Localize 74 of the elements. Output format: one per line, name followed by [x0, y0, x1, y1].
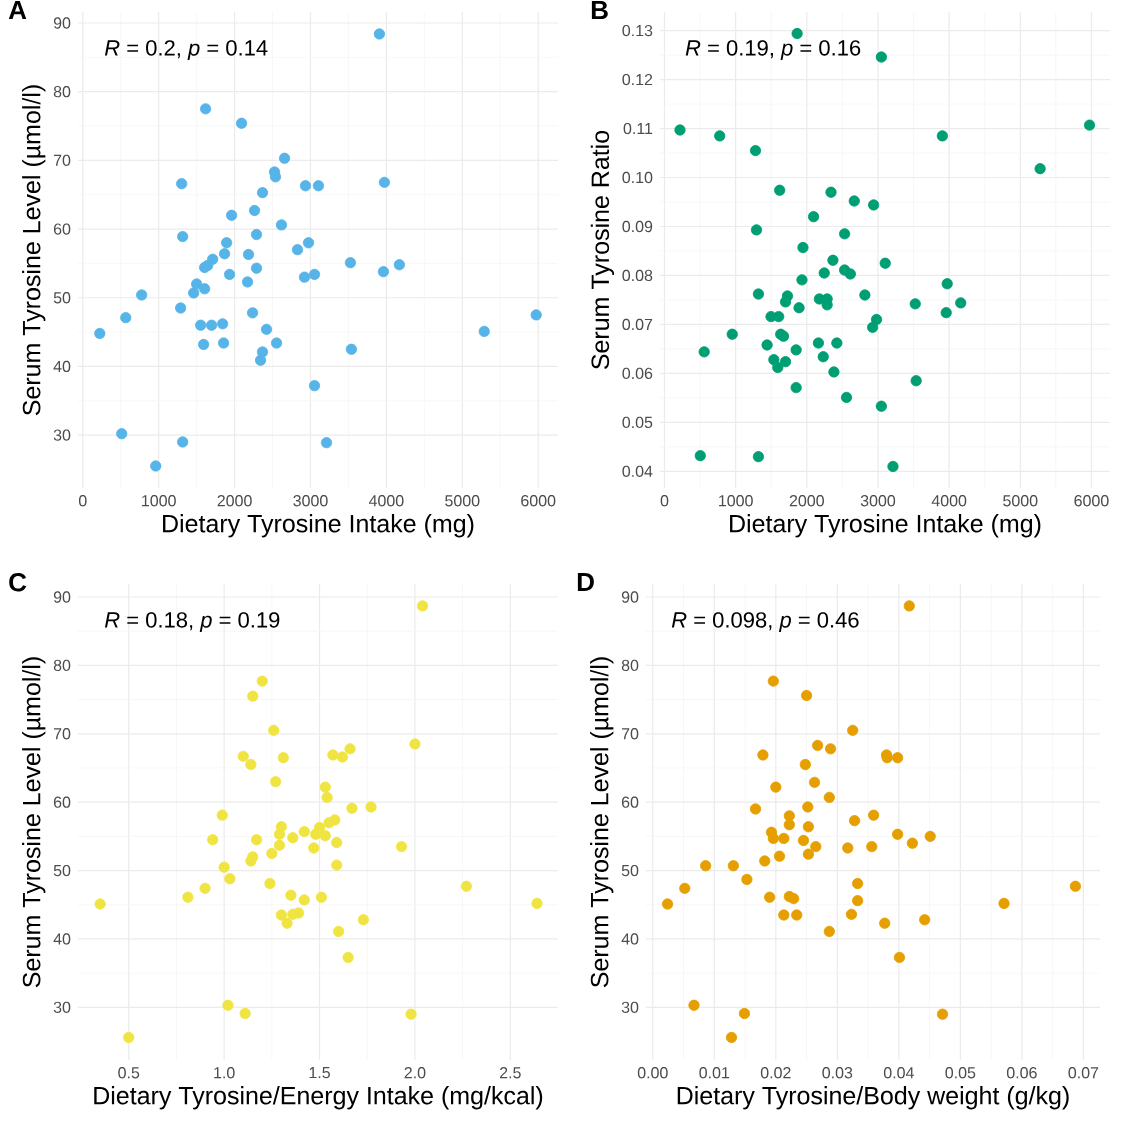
chart-title: C — [9, 573, 27, 592]
x-tick-label: 0.07 — [1068, 1067, 1099, 1079]
y-tick-label: 60 — [53, 223, 71, 235]
x-tick-label: 6000 — [1074, 495, 1109, 507]
y-tick-label: 50 — [621, 864, 639, 877]
y-tick-label: 70 — [53, 728, 71, 740]
chart-title: B — [591, 1, 608, 19]
x-tick-label: 0.04 — [883, 1067, 914, 1079]
y-tick-label: 60 — [621, 796, 639, 808]
x-tick-label: 0.06 — [1006, 1067, 1037, 1079]
x-tick-label: 1000 — [719, 495, 753, 507]
annotation: R = 0.18, p = 0.19 — [104, 612, 280, 633]
x-tick-label: 1000 — [142, 495, 176, 507]
y-axis-title: Serum Tyrosine Level (µmol/l) — [590, 657, 614, 988]
x-tick-label: 0.00 — [637, 1067, 668, 1079]
y-tick-label: 40 — [621, 933, 639, 945]
x-tick-label: 0.02 — [760, 1067, 791, 1079]
x-tick-label: 1.5 — [309, 1067, 330, 1079]
y-tick-label: 0.04 — [622, 465, 653, 478]
y-tick-label: 30 — [621, 1001, 639, 1013]
y-tick-label: 90 — [53, 17, 71, 29]
y-tick-label: 80 — [53, 659, 71, 672]
x-tick-label: 5000 — [445, 495, 480, 507]
x-tick-label: 2000 — [789, 495, 824, 507]
annotation: R = 0.19, p = 0.16 — [685, 40, 861, 61]
x-tick-label: 0.5 — [118, 1067, 140, 1079]
y-tick-label: 50 — [53, 864, 71, 877]
x-tick-label: 2000 — [217, 495, 252, 507]
y-tick-label: 0.05 — [622, 416, 653, 429]
x-tick-label: 6000 — [521, 495, 556, 507]
y-tick-label: 90 — [53, 591, 71, 603]
y-tick-label: 40 — [53, 360, 71, 373]
y-axis-title: Serum Tyrosine Level (µmol/l) — [22, 657, 46, 988]
chart-title: A — [8, 1, 27, 19]
x-axis-title: Dietary Tyrosine Intake (mg) — [163, 514, 474, 538]
x-tick-label: 0.03 — [822, 1067, 853, 1079]
y-tick-label: 50 — [53, 292, 71, 304]
y-tick-label: 30 — [53, 1001, 71, 1013]
x-axis-title: Dietary Tyrosine/Body weight (g/kg) — [677, 1086, 1069, 1110]
x-tick-label: 5000 — [1003, 495, 1038, 507]
x-axis-title: Dietary Tyrosine/Energy Intake (mg/kcal) — [94, 1086, 543, 1110]
x-tick-label: 0.05 — [945, 1067, 976, 1079]
y-tick-label: 0.13 — [622, 24, 653, 37]
y-axis-title: Serum Tyrosine Ratio — [590, 130, 615, 370]
x-tick-label: 3000 — [293, 495, 328, 507]
x-tick-label: 1.0 — [214, 1067, 235, 1079]
y-tick-label: 30 — [53, 429, 71, 441]
x-tick-label: 0 — [660, 495, 669, 507]
chart-title: D — [577, 573, 594, 591]
x-tick-label: 2.5 — [500, 1067, 521, 1079]
x-tick-label: 4000 — [931, 495, 967, 507]
y-tick-label: 0.12 — [622, 73, 653, 86]
y-tick-label: 70 — [53, 154, 71, 167]
y-tick-label: 0.07 — [622, 318, 653, 331]
x-tick-label: 4000 — [368, 495, 404, 507]
y-tick-label: 80 — [53, 86, 71, 98]
annotation: R = 0.2, p = 0.14 — [104, 40, 268, 61]
x-axis-title: Dietary Tyrosine Intake (mg) — [730, 514, 1041, 538]
y-tick-label: 0.08 — [622, 269, 653, 282]
y-tick-label: 90 — [621, 591, 639, 603]
x-tick-label: 3000 — [860, 495, 896, 507]
y-axis-title: Serum Tyrosine Level (µmol/l) — [22, 85, 46, 416]
x-tick-label: 2.0 — [404, 1067, 426, 1079]
y-tick-label: 40 — [53, 933, 71, 945]
y-tick-label: 0.06 — [622, 367, 653, 380]
x-tick-label: 0.01 — [699, 1067, 730, 1079]
y-tick-label: 0.09 — [622, 220, 653, 233]
y-tick-label: 0.10 — [622, 171, 653, 184]
y-tick-label: 0.11 — [623, 122, 653, 135]
y-tick-label: 60 — [53, 796, 71, 808]
y-tick-label: 70 — [621, 728, 639, 740]
x-tick-label: 0 — [78, 495, 87, 507]
annotation: R = 0.098, p = 0.46 — [671, 612, 859, 633]
y-tick-label: 80 — [621, 659, 639, 672]
